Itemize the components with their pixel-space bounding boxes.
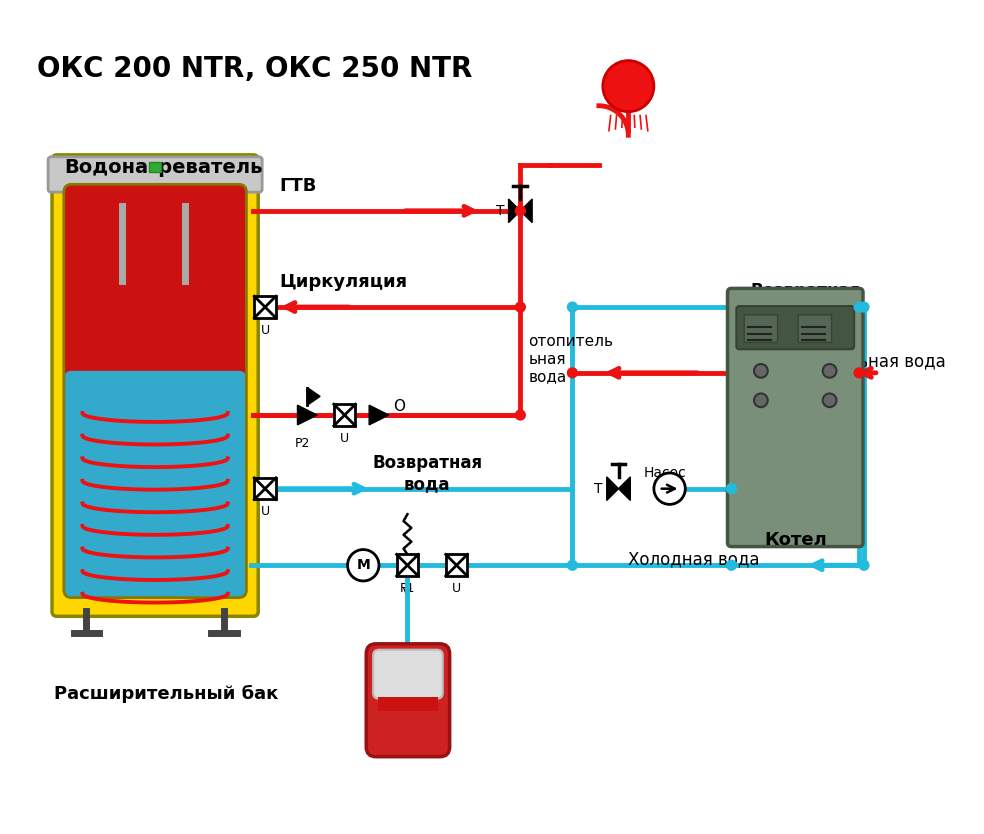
Circle shape [568,560,578,570]
Polygon shape [521,199,532,223]
Polygon shape [607,477,619,500]
Circle shape [568,368,578,378]
FancyBboxPatch shape [798,315,831,343]
Bar [254,296,276,318]
Circle shape [859,560,869,570]
FancyBboxPatch shape [64,371,246,598]
Polygon shape [509,199,521,223]
Text: U: U [340,432,349,445]
Text: Водонагреватель: Водонагреватель [64,158,263,177]
FancyBboxPatch shape [48,157,262,192]
Text: U: U [452,582,461,595]
Circle shape [347,550,379,581]
Text: Котел: Котел [764,531,827,549]
Text: U: U [261,324,270,337]
Bar [150,162,161,172]
FancyBboxPatch shape [373,650,443,699]
Text: Расширительный бак: Расширительный бак [54,685,278,703]
Text: O: O [393,399,404,414]
Text: Насос: Насос [644,466,686,480]
Circle shape [568,302,578,312]
Bar [378,697,438,711]
Circle shape [516,206,525,216]
Text: ОКС 200 NTR, ОКС 250 NTR: ОКС 200 NTR, ОКС 250 NTR [37,55,472,83]
Polygon shape [297,405,317,425]
FancyBboxPatch shape [736,306,854,349]
Text: P2: P2 [294,437,310,450]
Circle shape [516,410,525,420]
Text: T: T [594,482,603,495]
Text: Возвратная
вода: Возвратная вода [372,455,482,493]
Circle shape [603,61,654,112]
Polygon shape [619,477,631,500]
FancyBboxPatch shape [52,155,258,616]
Circle shape [726,484,736,494]
Circle shape [516,302,525,312]
Circle shape [854,368,864,378]
Circle shape [823,364,836,378]
FancyBboxPatch shape [744,315,777,343]
Circle shape [854,302,864,312]
FancyBboxPatch shape [64,184,246,406]
Bar [397,555,418,576]
Text: ГТВ: ГТВ [279,177,317,195]
Text: T: T [496,203,505,218]
Circle shape [754,364,768,378]
FancyBboxPatch shape [727,289,863,546]
Text: Циркуляция: Циркуляция [279,274,408,291]
Text: U: U [261,505,270,519]
Text: Холодная вода: Холодная вода [629,550,760,569]
Circle shape [726,560,736,570]
FancyBboxPatch shape [366,644,450,756]
Circle shape [859,302,869,312]
Text: отопитель
ьная
вода: отопитель ьная вода [528,334,613,384]
Circle shape [754,394,768,407]
Bar [334,404,355,426]
Bar [446,555,467,576]
Text: отопительная вода: отопительная вода [775,352,946,370]
Text: Возвратная
вода: Возвратная вода [750,283,860,321]
Circle shape [654,473,685,505]
Text: P1: P1 [400,582,415,595]
Polygon shape [369,405,389,425]
Polygon shape [307,388,320,405]
Text: V: V [403,587,411,600]
Text: M: M [356,558,370,572]
Circle shape [823,394,836,407]
Bar [254,478,276,500]
